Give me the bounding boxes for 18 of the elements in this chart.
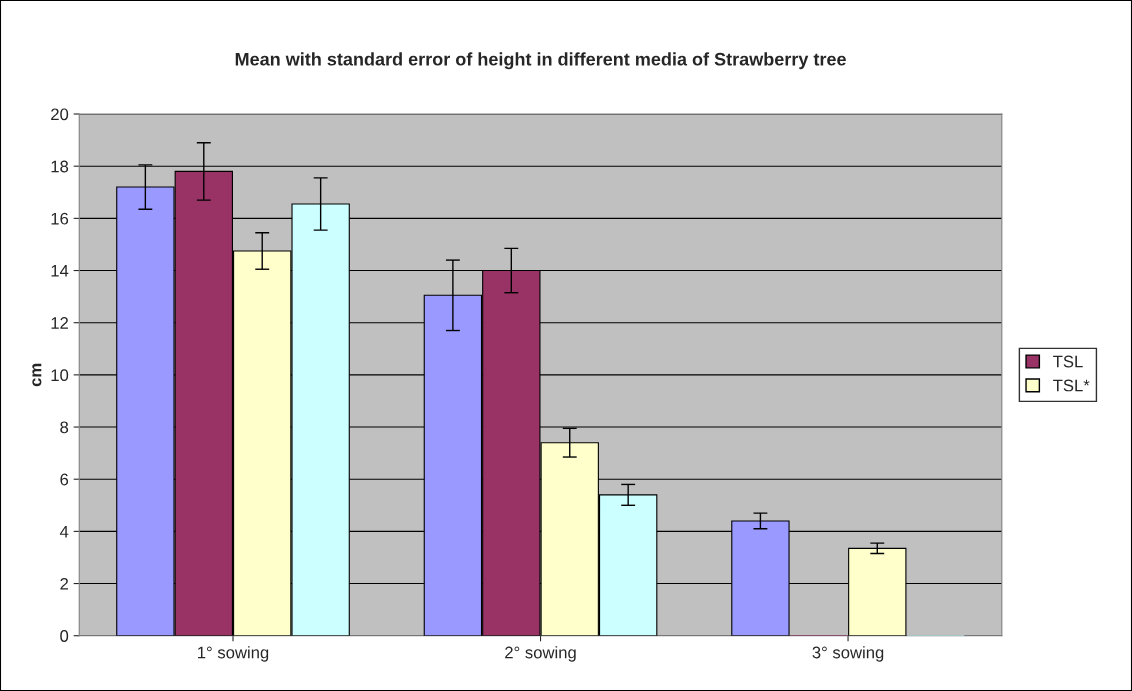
y-tick-label: 12 <box>51 317 68 329</box>
y-tick-label: 10 <box>51 369 69 382</box>
x-tick-label: 2° sowing <box>505 646 576 662</box>
y-tick-label: 2 <box>60 577 68 590</box>
y-axis-title: cm <box>32 363 42 387</box>
y-tick-label: 20 <box>51 108 69 121</box>
chart-title: Mean with standard error of height in different media of Strawberry tree <box>235 52 846 70</box>
y-tick-label: 14 <box>51 265 69 277</box>
legend-label: TSL* <box>1053 379 1090 392</box>
y-tick-label: 6 <box>60 473 69 486</box>
legend-label: TSL <box>1053 355 1083 368</box>
y-tick-label: 4 <box>59 525 69 538</box>
y-tick-label: 16 <box>51 212 69 225</box>
x-tick-label: 1° sowing <box>198 646 269 662</box>
x-tick-label: 3° sowing <box>812 646 884 662</box>
y-tick-label: 8 <box>60 421 69 434</box>
y-tick-label: 0 <box>60 630 69 642</box>
y-tick-label: 18 <box>51 160 69 173</box>
